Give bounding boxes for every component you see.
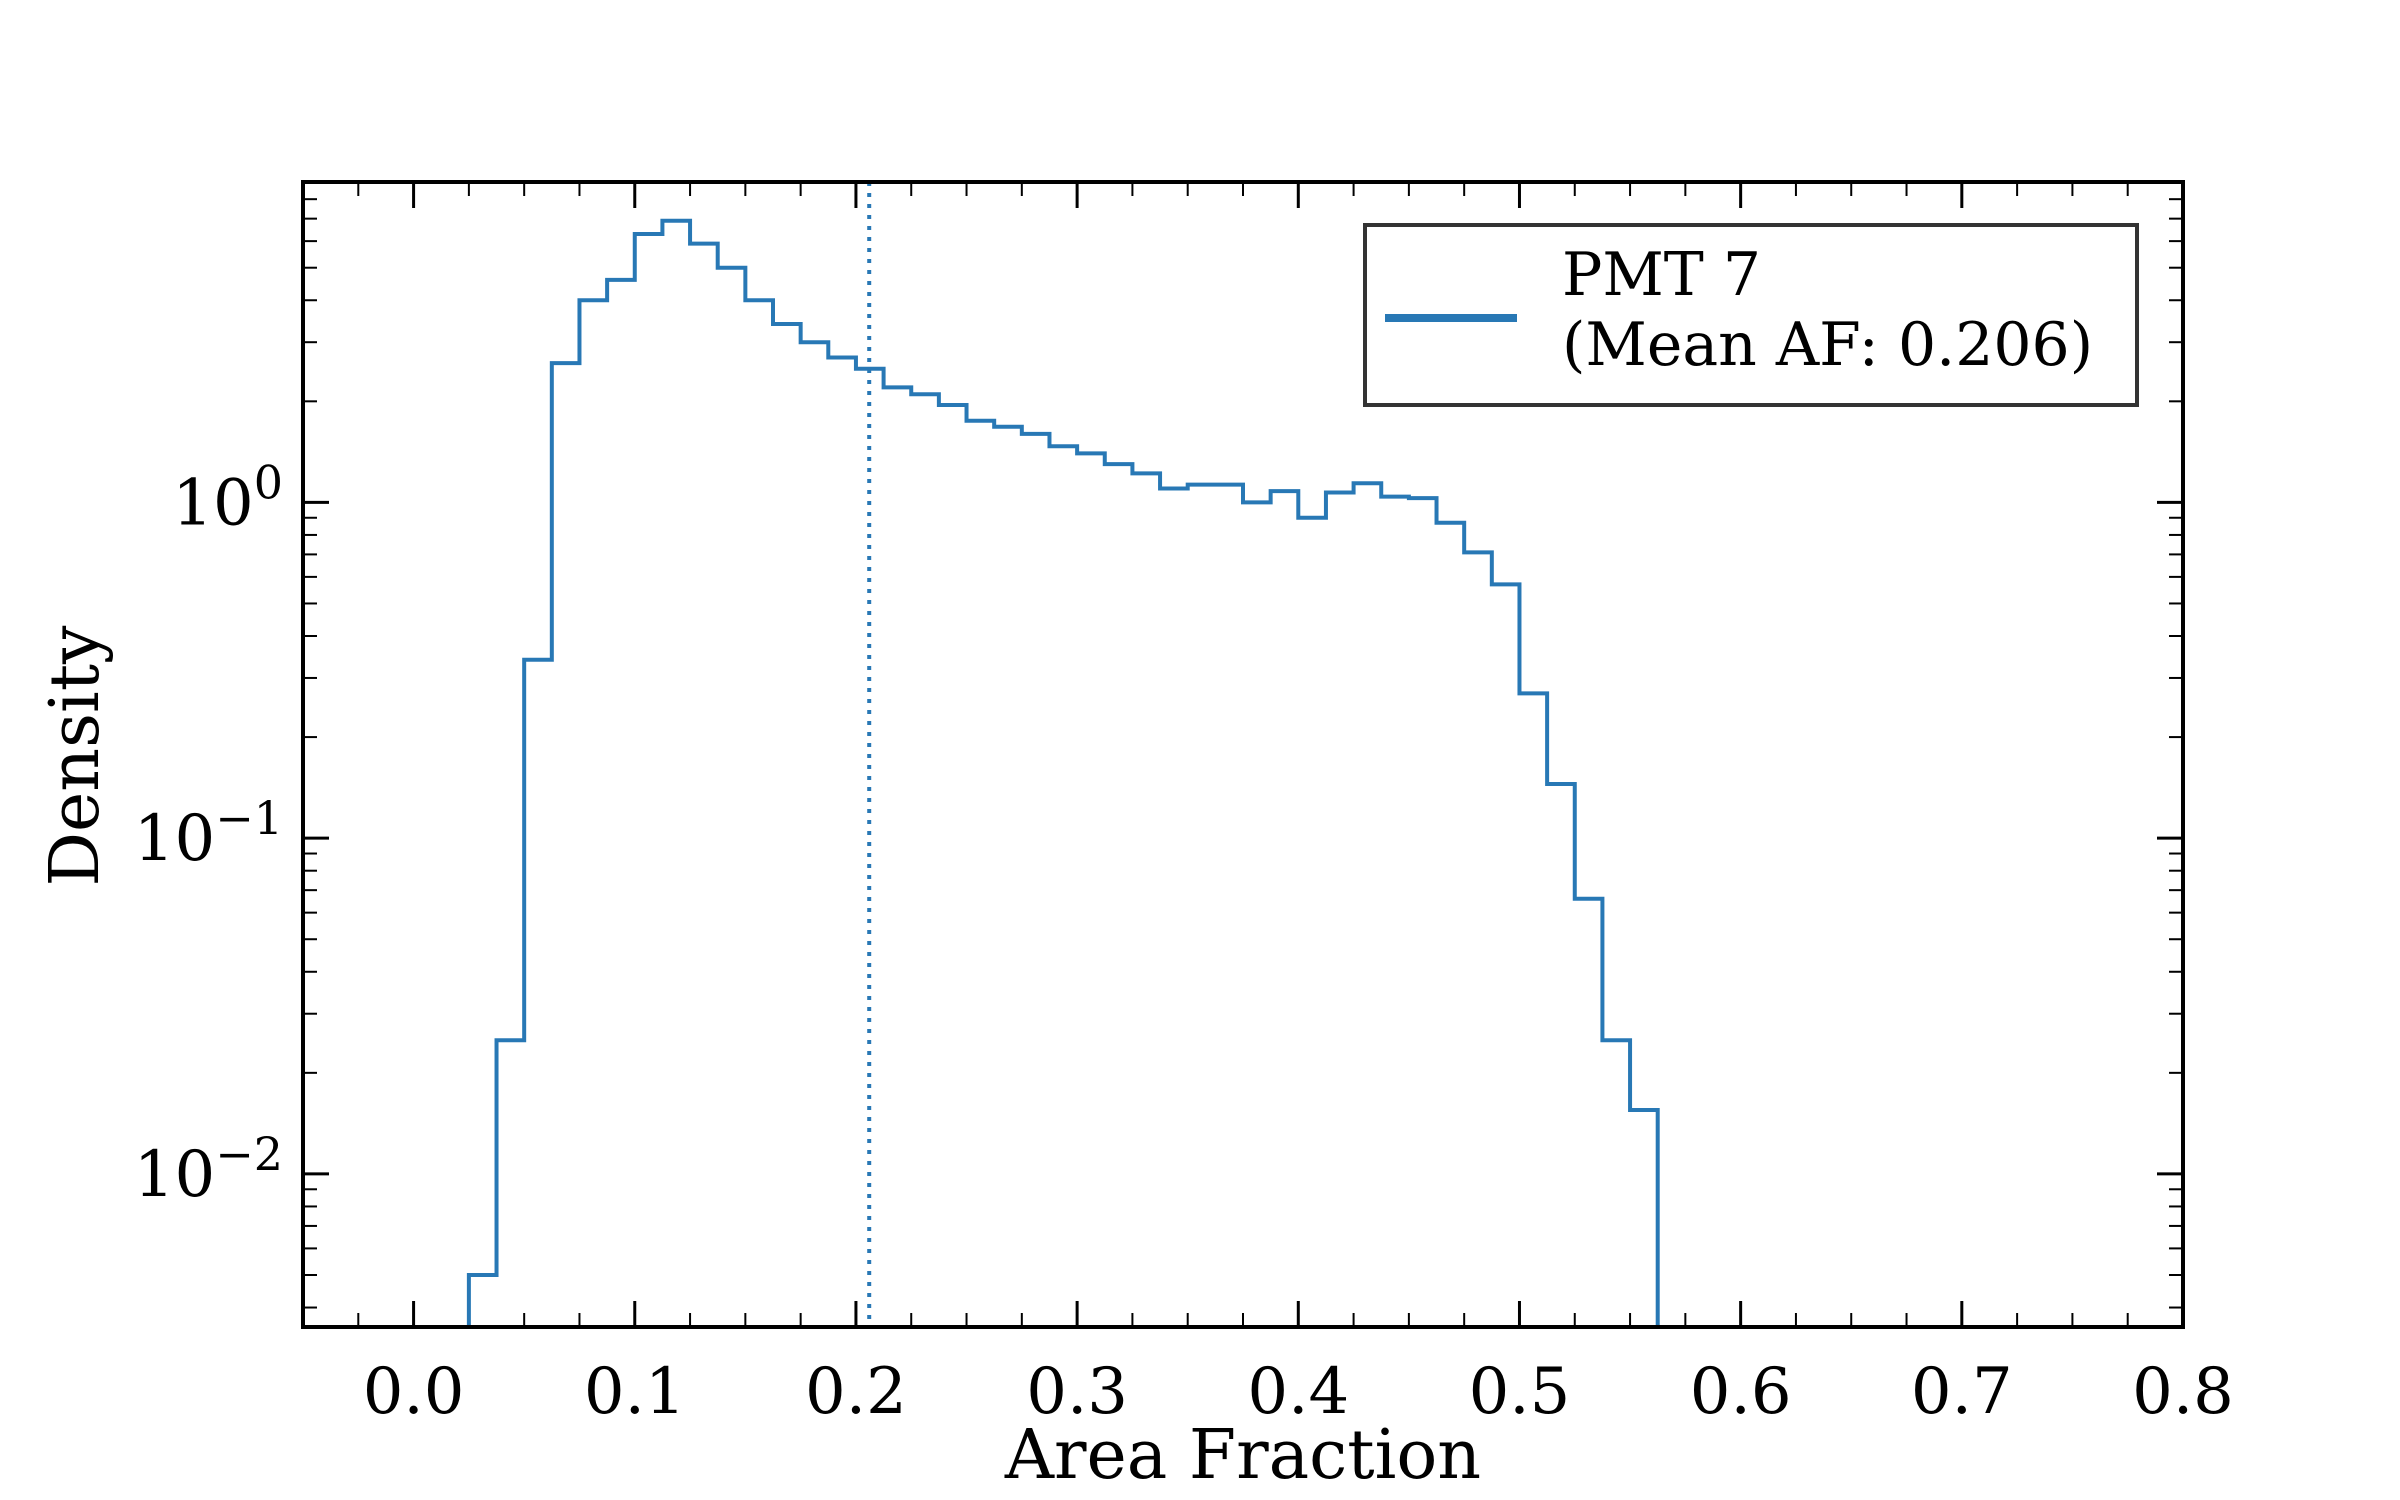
x-tick-label: 0.0 (363, 1355, 465, 1429)
x-tick-label: 0.4 (1247, 1355, 1349, 1429)
histogram-series-pmt-7 (466, 218, 1660, 1327)
y-tick-label: 10−2 (134, 1127, 283, 1212)
x-tick-label: 0.3 (1026, 1355, 1128, 1429)
x-tick-label: 0.8 (2132, 1355, 2234, 1429)
x-tick-labels: 0.0 0.1 0.2 0.3 0.4 0.5 0.6 0.7 0.8 (363, 1355, 2234, 1429)
y-tick-labels: 100 10−1 10−2 (134, 455, 283, 1212)
y-tick-label: 100 (172, 455, 283, 540)
y-axis-label: Density (36, 625, 115, 887)
x-axis-label: Area Fraction (1004, 1416, 1481, 1495)
y-tick-label: 10−1 (134, 791, 283, 876)
legend-series-detail: (Mean AF: 0.206) (1562, 310, 2093, 380)
x-tick-label: 0.2 (805, 1355, 907, 1429)
legend: PMT 7 (Mean AF: 0.206) (1363, 223, 2139, 407)
x-tick-label: 0.7 (1911, 1355, 2013, 1429)
minor-ticks (302, 181, 2183, 1327)
x-tick-label: 0.1 (584, 1355, 686, 1429)
legend-series-name: PMT 7 (1562, 240, 1761, 310)
x-tick-label: 0.5 (1469, 1355, 1571, 1429)
x-tick-label: 0.6 (1690, 1355, 1792, 1429)
plot-frame (301, 180, 2185, 1329)
